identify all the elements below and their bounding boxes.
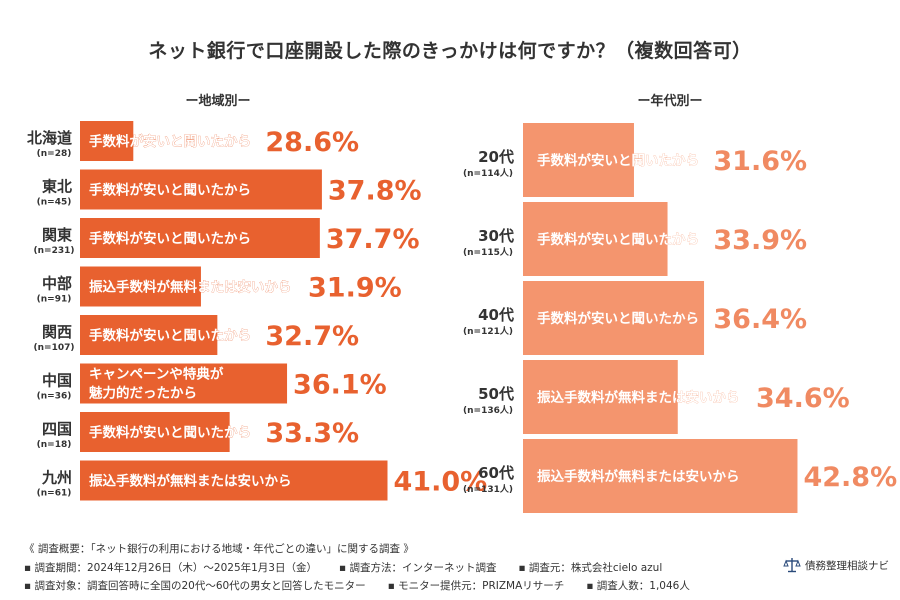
age-category-label: 20代 xyxy=(478,148,514,166)
region-sample-size: (n=36) xyxy=(37,392,72,402)
region-category-label: 中部 xyxy=(42,275,72,293)
age-reason-label: 手数料が安いと聞いたから xyxy=(537,231,699,248)
respondent-count: ▪ 調査人数：1,046人 xyxy=(586,580,690,592)
region-reason-label: 手数料が安いと聞いたから xyxy=(89,230,251,247)
age-category-label: 30代 xyxy=(478,227,514,245)
age-value-label: 42.8% xyxy=(803,462,897,493)
region-section-heading: ー地域別ー xyxy=(185,94,251,109)
survey-source: ▪ 調査元：株式会社cielo azul xyxy=(518,561,663,574)
survey-period: ▪ 調査期間：2024年12月26日（木）～2025年1月3日（金） xyxy=(24,561,317,574)
region-reason-label: 魅力的だったから xyxy=(89,385,197,402)
age-reason-label: 振込手数料が無料または安いから xyxy=(537,389,740,406)
monitor-provider: ▪ モニター提供元：PRIZMAリサーチ xyxy=(387,580,565,592)
region-reason-label: 振込手数料が無料または安いから xyxy=(89,473,292,490)
region-bar xyxy=(80,363,288,404)
chart-title: ネット銀行で口座開設した際のきっかけは何ですか？（複数回答可） xyxy=(148,40,752,62)
age-category-label: 60代 xyxy=(478,464,514,482)
age-value-label: 36.4% xyxy=(713,304,807,335)
region-bar xyxy=(80,121,134,161)
region-reason-label: 手数料が安いと聞いたから xyxy=(89,327,251,344)
age-bar xyxy=(523,360,678,434)
age-value-label: 31.6% xyxy=(713,146,807,177)
brand-logo: 債務整理相談ナビ xyxy=(783,557,889,573)
age-reason-label: 手数料が安いと聞いたから xyxy=(537,152,699,169)
region-value-label: 37.8% xyxy=(328,176,422,207)
survey-target: ▪ 調査対象：調査回答時に全国の20代～60代の男女と回答したモニター xyxy=(24,580,366,592)
age-sample-size: (n=131人) xyxy=(463,483,513,495)
region-value-label: 32.7% xyxy=(265,321,359,352)
region-category-label: 東北 xyxy=(42,178,72,196)
age-reason-label: 手数料が安いと聞いたから xyxy=(537,310,699,327)
region-value-label: 37.7% xyxy=(326,224,420,255)
region-category-label: 四国 xyxy=(42,420,72,438)
region-bar xyxy=(80,169,322,210)
age-bar xyxy=(523,202,668,276)
age-value-label: 34.6% xyxy=(756,383,850,414)
age-section-heading: ー年代別ー xyxy=(637,94,703,109)
region-value-label: 41.0% xyxy=(394,467,488,498)
region-category-label: 九州 xyxy=(41,469,72,487)
scales-icon xyxy=(783,558,801,573)
region-category-label: 中国 xyxy=(42,372,72,390)
region-sample-size: (n=231) xyxy=(34,246,75,256)
region-reason-label: キャンペーンや特典が xyxy=(89,366,224,383)
survey-overview: 《 調査概要：「ネット銀行の利用における地域・年代ごとの違い」に関する調査 》 xyxy=(24,543,414,555)
age-sample-size: (n=121人) xyxy=(463,325,513,337)
age-sample-size: (n=115人) xyxy=(463,246,513,258)
region-category-label: 北海道 xyxy=(27,129,72,147)
brand-name: 債務整理相談ナビ xyxy=(805,559,889,572)
region-bar xyxy=(80,266,201,307)
region-sample-size: (n=45) xyxy=(37,198,72,208)
region-bar xyxy=(80,218,320,258)
age-bar xyxy=(523,439,798,513)
region-value-label: 33.3% xyxy=(265,418,359,449)
survey-details-row-2: ▪ 調査対象：調査回答時に全国の20代～60代の男女と回答したモニター ▪ モニタ… xyxy=(24,577,690,596)
region-bar xyxy=(80,315,218,355)
region-category-label: 関東 xyxy=(42,226,72,244)
region-reason-label: 手数料が安いと聞いたから xyxy=(89,133,251,150)
age-value-label: 33.9% xyxy=(713,225,807,256)
region-value-label: 31.9% xyxy=(308,273,402,304)
age-sample-size: (n=136人) xyxy=(463,404,513,416)
region-reason-label: 手数料が安いと聞いたから xyxy=(89,182,251,199)
age-sample-size: (n=114人) xyxy=(463,167,513,179)
age-reason-label: 振込手数料が無料または安いから xyxy=(537,468,740,485)
region-reason-label: 振込手数料が無料または安いから xyxy=(89,279,292,296)
survey-details-row-1: ▪ 調査期間：2024年12月26日（木）～2025年1月3日（金） ▪ 調査方法… xyxy=(24,559,690,578)
region-sample-size: (n=28) xyxy=(37,149,72,159)
region-reason-label: 手数料が安いと聞いたから xyxy=(89,424,251,441)
region-sample-size: (n=107) xyxy=(34,343,75,353)
region-category-label: 関西 xyxy=(42,323,72,341)
region-sample-size: (n=61) xyxy=(37,489,72,499)
survey-method: ▪ 調査方法：インターネット調査 xyxy=(338,561,497,574)
region-sample-size: (n=18) xyxy=(37,440,72,450)
region-sample-size: (n=91) xyxy=(37,295,72,305)
region-value-label: 36.1% xyxy=(293,370,387,401)
age-category-label: 50代 xyxy=(478,385,514,403)
survey-footer: 《 調査概要：「ネット銀行の利用における地域・年代ごとの違い」に関する調査 》 … xyxy=(24,540,690,596)
region-bar xyxy=(80,460,388,501)
region-value-label: 28.6% xyxy=(265,127,359,158)
age-category-label: 40代 xyxy=(478,306,514,324)
age-bar xyxy=(523,281,705,355)
region-bar xyxy=(80,412,230,452)
age-bar xyxy=(523,123,634,197)
